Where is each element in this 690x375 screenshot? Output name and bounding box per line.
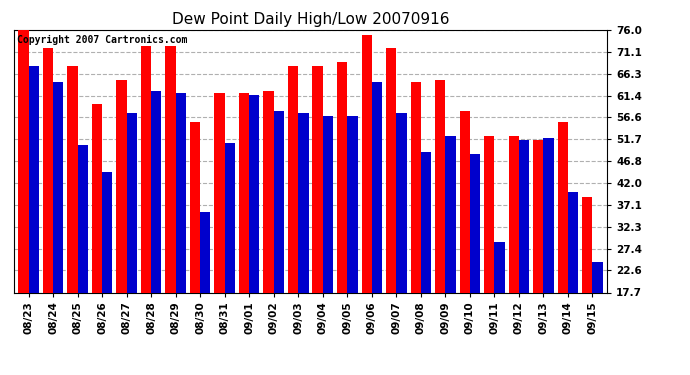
Bar <box>77 145 88 292</box>
Bar <box>347 116 357 292</box>
Bar <box>288 66 298 292</box>
Bar <box>445 136 455 292</box>
Bar <box>117 80 126 292</box>
Bar <box>176 93 186 292</box>
Bar <box>43 48 53 292</box>
Bar <box>337 62 347 292</box>
Bar <box>509 136 519 292</box>
Bar <box>190 122 200 292</box>
Bar <box>274 111 284 292</box>
Bar <box>484 136 495 292</box>
Bar <box>558 122 568 292</box>
Bar <box>396 113 406 292</box>
Bar <box>313 66 323 292</box>
Bar <box>460 111 470 292</box>
Title: Dew Point Daily High/Low 20070916: Dew Point Daily High/Low 20070916 <box>172 12 449 27</box>
Bar <box>215 93 225 292</box>
Bar <box>582 196 593 292</box>
Bar <box>225 142 235 292</box>
Bar <box>141 46 151 292</box>
Bar <box>92 104 102 292</box>
Bar <box>411 82 421 292</box>
Bar <box>544 138 554 292</box>
Bar <box>593 262 603 292</box>
Bar <box>323 116 333 292</box>
Bar <box>495 242 504 292</box>
Bar <box>18 30 28 292</box>
Bar <box>126 113 137 292</box>
Bar <box>533 140 544 292</box>
Bar <box>298 113 308 292</box>
Bar <box>200 212 210 292</box>
Bar <box>67 66 77 292</box>
Bar <box>151 91 161 292</box>
Bar <box>470 154 480 292</box>
Bar <box>421 152 431 292</box>
Bar <box>372 82 382 292</box>
Bar <box>568 192 578 292</box>
Bar <box>386 48 396 292</box>
Bar <box>28 66 39 292</box>
Bar <box>53 82 63 292</box>
Bar <box>102 172 112 292</box>
Bar <box>264 91 274 292</box>
Bar <box>249 95 259 292</box>
Text: Copyright 2007 Cartronics.com: Copyright 2007 Cartronics.com <box>17 35 187 45</box>
Bar <box>239 93 249 292</box>
Bar <box>435 80 445 292</box>
Bar <box>166 46 176 292</box>
Bar <box>519 140 529 292</box>
Bar <box>362 34 372 292</box>
